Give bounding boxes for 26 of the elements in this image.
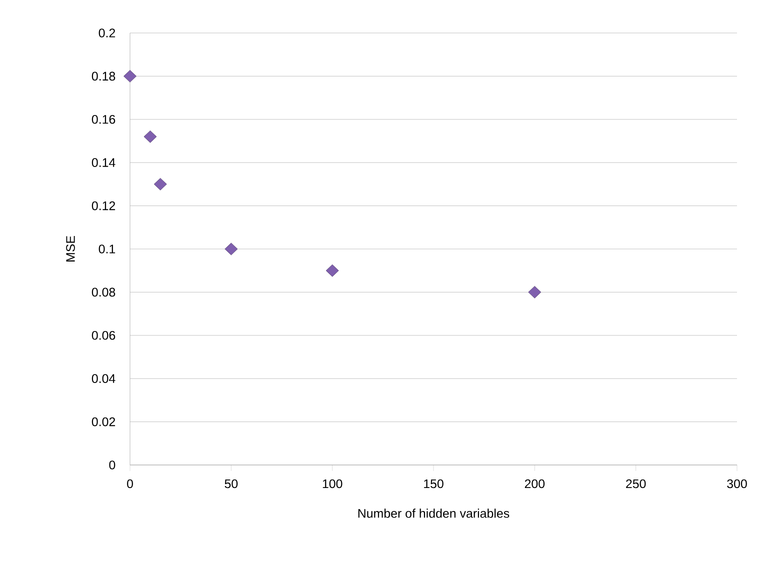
y-tick-label: 0.1 [98,244,116,254]
x-tick-label: 50 [224,479,238,488]
x-tick-label: 100 [322,479,342,488]
point [124,70,136,82]
y-tick-label: 0.02 [92,417,116,426]
point [144,130,157,143]
y-tick-label: 0.14 [92,158,116,167]
point [224,242,238,256]
x-tick-label: 300 [727,479,747,488]
y-tick-label: 0.08 [92,288,116,297]
y-tick-label: 0.06 [92,330,116,340]
point [528,286,542,298]
x-tick-label: 200 [524,479,545,488]
x-tick-label: 150 [424,479,444,488]
point [326,264,339,277]
y-tick-label: 0.04 [92,374,116,383]
point [154,178,167,190]
y-tick-label: 0.18 [92,72,116,81]
y-tick-label: 0.12 [92,201,116,210]
y-tick-label: 0.2 [98,28,116,38]
y-tick-label: 0.16 [92,114,116,124]
x-axis-title: Number of hidden variables [358,508,510,518]
y-axis-title: MSE [66,236,75,262]
y-tick-label: 0 [109,460,116,470]
x-tick-label: 0 [127,479,133,488]
x-tick-label: 250 [626,479,646,488]
